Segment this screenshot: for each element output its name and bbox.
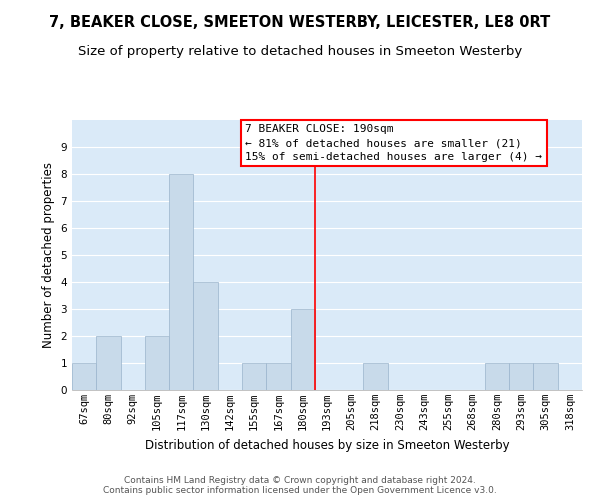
Y-axis label: Number of detached properties: Number of detached properties [42,162,55,348]
Bar [169,174,193,390]
Text: 7, BEAKER CLOSE, SMEETON WESTERBY, LEICESTER, LE8 0RT: 7, BEAKER CLOSE, SMEETON WESTERBY, LEICE… [49,15,551,30]
Bar [364,363,388,390]
Bar [509,363,533,390]
Text: 7 BEAKER CLOSE: 190sqm
← 81% of detached houses are smaller (21)
15% of semi-det: 7 BEAKER CLOSE: 190sqm ← 81% of detached… [245,124,542,162]
Bar [266,363,290,390]
X-axis label: Distribution of detached houses by size in Smeeton Westerby: Distribution of detached houses by size … [145,438,509,452]
Bar [72,363,96,390]
Bar [96,336,121,390]
Bar [485,363,509,390]
Bar [145,336,169,390]
Bar [533,363,558,390]
Bar [242,363,266,390]
Text: Contains HM Land Registry data © Crown copyright and database right 2024.
Contai: Contains HM Land Registry data © Crown c… [103,476,497,495]
Bar [193,282,218,390]
Text: Size of property relative to detached houses in Smeeton Westerby: Size of property relative to detached ho… [78,45,522,58]
Bar [290,309,315,390]
